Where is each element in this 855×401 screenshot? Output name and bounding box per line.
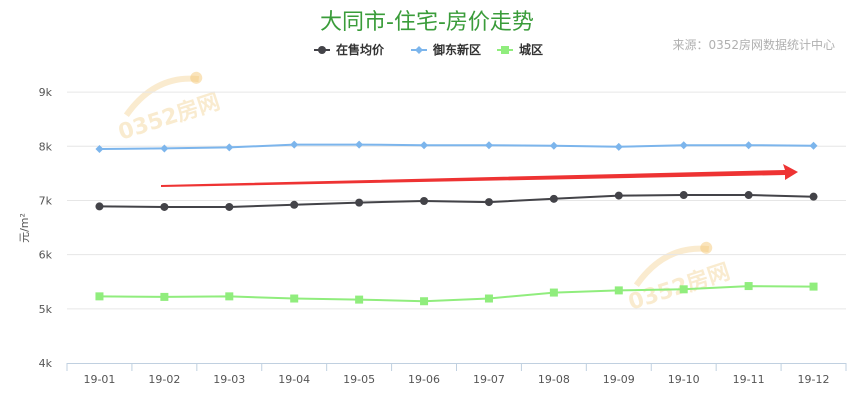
x-tick-label: 19-07 [473,373,505,386]
data-point [160,292,169,301]
x-tick-label: 19-11 [733,373,765,386]
y-tick-label: 8k [39,140,53,153]
data-point [809,282,818,291]
data-point [290,294,299,303]
series-layer [95,140,818,306]
data-point [679,285,688,294]
watermark-2: 0352房网 [625,241,733,316]
data-point [420,141,429,150]
legend-marker [415,46,423,54]
data-point [160,202,169,211]
data-point [614,142,623,151]
x-tick-label: 19-12 [798,373,830,386]
series-line [99,194,814,208]
x-tick-label: 19-06 [408,373,440,386]
watermark-dot [190,71,203,84]
data-point [679,191,688,200]
trend-arrow-annotation [161,164,798,187]
data-point [549,194,558,203]
data-point [549,141,558,150]
data-point [549,288,558,297]
data-point [809,141,818,150]
data-point [744,141,753,150]
data-point [614,286,623,295]
data-point [225,143,234,152]
y-tick-label: 9k [39,86,53,99]
data-point [420,297,429,306]
y-tick-label: 6k [39,249,53,262]
series-1 [95,191,818,211]
data-point [744,282,753,291]
data-point [355,140,364,149]
watermark-dot [700,241,713,254]
legend-label: 御东新区 [432,42,481,57]
x-tick-label: 19-08 [538,373,570,386]
watermark-layer: 0352房网 0352房网 [115,71,733,316]
y-axis-title: 元/m² [18,213,31,243]
data-point [679,141,688,150]
y-tick-label: 7k [39,194,53,207]
data-point [95,144,104,153]
x-tick-label: 19-01 [83,373,115,386]
x-tick-label: 19-03 [213,373,245,386]
data-point [95,202,104,211]
chart-title: 大同市-住宅-房价走势 [320,10,534,35]
series-3 [95,282,818,306]
legend-label: 在售均价 [336,42,385,57]
legend-item-2[interactable]: 御东新区 [411,42,481,57]
series-line [99,285,814,303]
data-point [484,198,493,207]
source-note: 来源：0352房网数据统计中心 [672,37,835,52]
data-point [484,141,493,150]
watermark-text: 0352房网 [115,89,223,146]
data-point [809,192,818,201]
x-tick-label: 19-09 [603,373,635,386]
trend-arrow [161,164,798,187]
legend-item-1[interactable]: 在售均价 [314,42,385,57]
x-tick-label: 19-05 [343,373,375,386]
data-point [484,294,493,303]
data-point [160,144,169,153]
x-tick-label: 19-10 [668,373,700,386]
legend-item-3[interactable]: 城区 [497,42,543,57]
data-point [290,200,299,209]
series-2 [95,140,818,153]
x-tick-label: 19-02 [148,373,180,386]
watermark-swoosh [633,245,710,287]
watermark-swoosh [123,75,200,117]
data-point [614,191,623,200]
grid-lines [67,91,846,310]
data-point [355,295,364,304]
data-point [225,202,234,211]
legend[interactable]: 在售均价 御东新区 城区 [314,42,543,57]
watermark-1: 0352房网 [115,71,223,146]
data-point [355,198,364,207]
y-tick-label: 5k [39,303,53,316]
data-point [290,140,299,149]
data-point [420,196,429,205]
legend-marker [501,46,509,54]
data-point [95,292,104,301]
axes: 4k 5k 6k 7k 8k 9k 19-01 19-02 19-03 19-04 19-05 19-… [39,86,847,386]
legend-marker [318,46,326,54]
data-point [744,191,753,200]
x-tick-label: 19-04 [278,373,310,386]
data-point [225,292,234,301]
series-line [99,143,814,150]
y-tick-label: 4k [39,357,53,370]
legend-label: 城区 [519,42,543,57]
